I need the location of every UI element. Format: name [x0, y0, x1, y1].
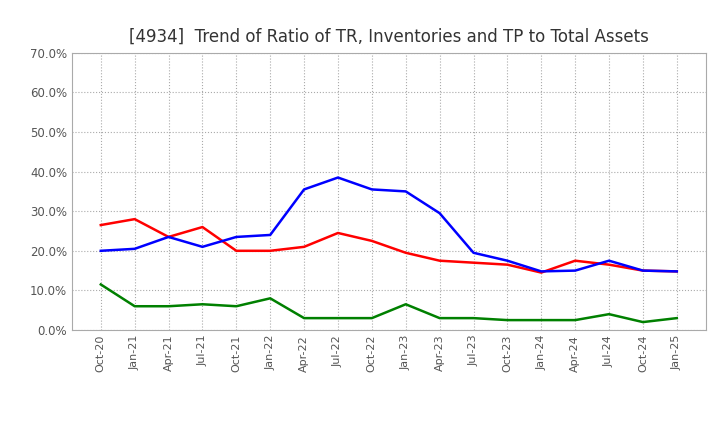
Trade Receivables — [436, 258, 444, 263]
Trade Receivables — [164, 234, 173, 239]
Inventories — [605, 258, 613, 263]
Trade Payables — [571, 318, 580, 323]
Trade Payables — [164, 304, 173, 309]
Trade Payables — [333, 315, 342, 321]
Trade Payables — [537, 318, 546, 323]
Trade Payables — [96, 282, 105, 287]
Trade Payables — [672, 315, 681, 321]
Inventories — [164, 234, 173, 239]
Trade Receivables — [96, 222, 105, 227]
Inventories — [537, 269, 546, 274]
Trade Receivables — [605, 262, 613, 267]
Inventories — [266, 232, 274, 238]
Trade Receivables — [537, 270, 546, 275]
Inventories — [571, 268, 580, 273]
Inventories — [130, 246, 139, 252]
Trade Payables — [436, 315, 444, 321]
Trade Payables — [300, 315, 308, 321]
Inventories — [333, 175, 342, 180]
Trade Receivables — [266, 248, 274, 253]
Inventories — [96, 248, 105, 253]
Trade Receivables — [300, 244, 308, 249]
Inventories — [672, 269, 681, 274]
Trade Payables — [469, 315, 478, 321]
Inventories — [367, 187, 376, 192]
Trade Payables — [232, 304, 240, 309]
Inventories — [198, 244, 207, 249]
Inventories — [503, 258, 512, 263]
Trade Receivables — [232, 248, 240, 253]
Trade Payables — [266, 296, 274, 301]
Line: Trade Payables: Trade Payables — [101, 284, 677, 322]
Trade Payables — [198, 302, 207, 307]
Inventories — [639, 268, 647, 273]
Inventories — [469, 250, 478, 255]
Line: Trade Receivables: Trade Receivables — [101, 219, 677, 272]
Title: [4934]  Trend of Ratio of TR, Inventories and TP to Total Assets: [4934] Trend of Ratio of TR, Inventories… — [129, 28, 649, 46]
Trade Receivables — [571, 258, 580, 263]
Trade Receivables — [503, 262, 512, 267]
Trade Payables — [367, 315, 376, 321]
Trade Receivables — [198, 224, 207, 230]
Trade Payables — [639, 319, 647, 325]
Trade Payables — [402, 302, 410, 307]
Inventories — [402, 189, 410, 194]
Trade Receivables — [333, 230, 342, 235]
Inventories — [300, 187, 308, 192]
Trade Receivables — [130, 216, 139, 222]
Trade Payables — [130, 304, 139, 309]
Trade Receivables — [367, 238, 376, 244]
Trade Receivables — [672, 269, 681, 274]
Trade Payables — [605, 312, 613, 317]
Trade Receivables — [402, 250, 410, 255]
Inventories — [436, 210, 444, 216]
Trade Payables — [503, 318, 512, 323]
Trade Receivables — [639, 268, 647, 273]
Trade Receivables — [469, 260, 478, 265]
Line: Inventories: Inventories — [101, 177, 677, 271]
Inventories — [232, 234, 240, 239]
